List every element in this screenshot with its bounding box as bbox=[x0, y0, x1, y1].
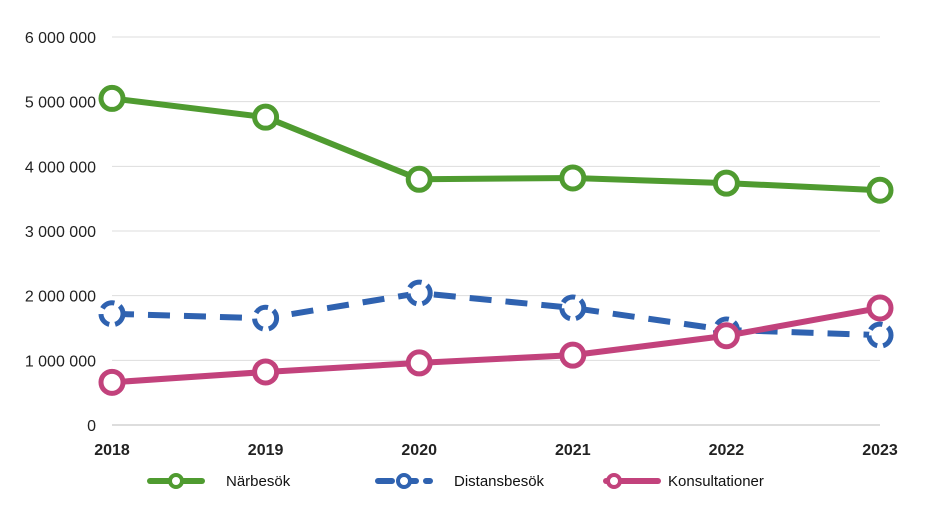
y-tick-label: 4 000 000 bbox=[25, 159, 96, 176]
x-tick-label: 2020 bbox=[401, 442, 437, 459]
y-tick-label: 1 000 000 bbox=[25, 353, 96, 370]
x-axis: 2018 2019 2020 2021 2022 2023 bbox=[94, 442, 898, 459]
data-point-konsultationer bbox=[405, 349, 433, 377]
legend-label-nrbesk: Närbesök bbox=[226, 473, 291, 490]
y-tick-label: 6 000 000 bbox=[25, 30, 96, 47]
data-point-konsultationer bbox=[712, 322, 740, 350]
x-tick-label: 2022 bbox=[709, 442, 745, 459]
data-point-nrbesk bbox=[252, 103, 280, 131]
x-tick-label: 2018 bbox=[94, 442, 130, 459]
data-point-nrbesk bbox=[559, 164, 587, 192]
data-point-distansbesk bbox=[252, 304, 280, 332]
x-tick-label: 2019 bbox=[248, 442, 284, 459]
y-tick-label: 0 bbox=[87, 418, 96, 435]
series-line-konsultationer bbox=[111, 305, 881, 386]
series-group bbox=[98, 84, 894, 396]
x-tick-label: 2023 bbox=[862, 442, 898, 459]
data-point-konsultationer bbox=[252, 358, 280, 386]
y-axis: 0 1 000 000 2 000 000 3 000 000 4 000 000 5 0… bbox=[25, 30, 96, 435]
data-point-distansbesk bbox=[405, 279, 433, 307]
legend-label-konsultationer: Konsultationer bbox=[668, 473, 764, 490]
data-point-distansbesk bbox=[866, 321, 894, 349]
y-tick-label: 5 000 000 bbox=[25, 95, 96, 112]
data-point-nrbesk bbox=[712, 169, 740, 197]
data-point-konsultationer bbox=[559, 341, 587, 369]
x-tick-label: 2021 bbox=[555, 442, 591, 459]
data-point-konsultationer bbox=[866, 294, 894, 322]
legend-label-distansbesk: Distansbesök bbox=[454, 473, 545, 490]
legend-marker-nrbesk bbox=[168, 473, 184, 489]
legend-marker-konsultationer bbox=[606, 473, 622, 489]
data-point-distansbesk bbox=[559, 294, 587, 322]
data-point-nrbesk bbox=[866, 176, 894, 204]
legend-marker-distansbesk bbox=[396, 473, 412, 489]
y-tick-label: 2 000 000 bbox=[25, 289, 96, 306]
data-point-distansbesk bbox=[98, 300, 126, 328]
data-point-nrbesk bbox=[405, 165, 433, 193]
gridlines bbox=[112, 36, 880, 426]
series-line-distansbesk bbox=[111, 290, 881, 339]
data-point-konsultationer bbox=[98, 368, 126, 396]
data-point-nrbesk bbox=[98, 84, 126, 112]
series-line-nrbesk bbox=[111, 95, 881, 194]
y-tick-label: 3 000 000 bbox=[25, 224, 96, 241]
legend: Närbesök Distansbesök Konsultationer bbox=[147, 473, 764, 490]
